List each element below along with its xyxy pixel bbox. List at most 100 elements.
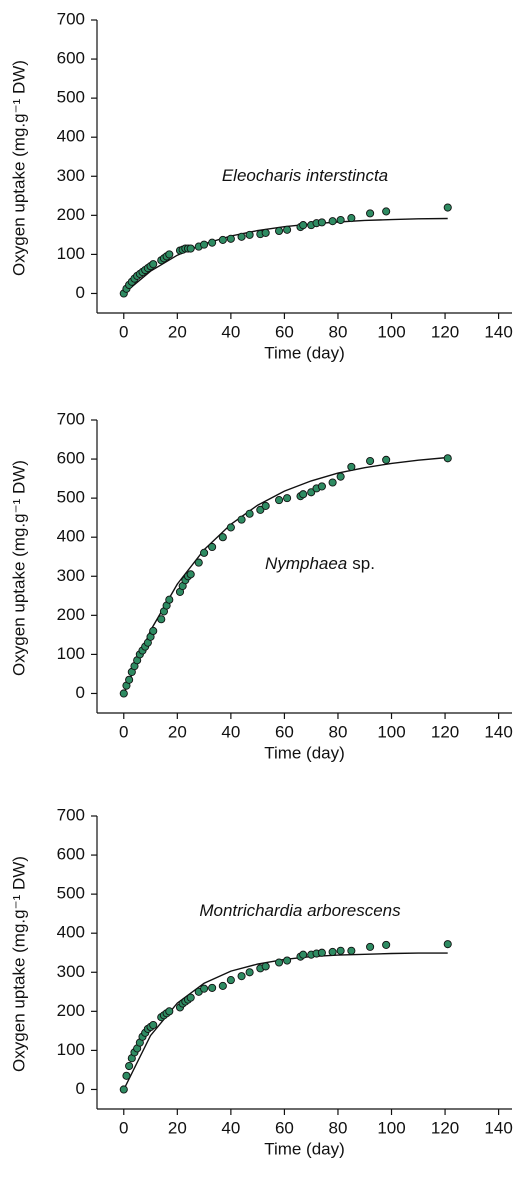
data-point (347, 462, 356, 471)
data-point (237, 972, 246, 981)
data-point (307, 488, 316, 497)
data-point (317, 218, 326, 227)
data-point (256, 505, 265, 514)
annotation-part: Montrichardia arborescens (199, 901, 401, 920)
data-point (157, 615, 166, 624)
fit-line (123, 952, 448, 1090)
y-tick-label: 100 (57, 644, 85, 663)
x-tick-label: 80 (329, 1118, 348, 1137)
x-tick-label: 60 (275, 722, 294, 741)
y-tick-label: 200 (57, 205, 85, 224)
annotation: Montrichardia arborescens (199, 901, 401, 920)
data-point (283, 956, 292, 965)
data-point (186, 993, 195, 1002)
x-tick-label: 20 (168, 1118, 187, 1137)
annotation-part: Nymphaea (265, 554, 347, 573)
x-tick-label: 40 (221, 322, 240, 341)
data-point (237, 232, 246, 241)
x-tick-label: 100 (377, 722, 405, 741)
chart-panel: 0 100 200 300 400 500 600 700 0 20 40 60 80 100 120 140… (9, 409, 512, 762)
data-point (261, 228, 270, 237)
x-tick-label: 80 (329, 722, 348, 741)
data-point (245, 968, 254, 977)
data-point (443, 940, 452, 949)
y-tick-label: 500 (57, 884, 85, 903)
y-axis-label: Oxygen uptake (mg.g⁻¹ DW) (9, 856, 28, 1072)
y-tick-label: 700 (57, 9, 85, 28)
y-tick-label: 300 (57, 566, 85, 585)
data-point (165, 1007, 174, 1016)
y-tick-label: 0 (76, 283, 85, 302)
y-tick-label: 400 (57, 127, 85, 146)
y-axis-label: Oxygen uptake (mg.g⁻¹ DW) (9, 460, 28, 676)
data-point (275, 226, 284, 236)
data-point (328, 478, 337, 487)
data-point (119, 1085, 128, 1094)
chart-panel: 0 100 200 300 400 500 600 700 0 20 40 60 80 100 120 140… (9, 805, 512, 1158)
data-point (194, 558, 203, 567)
data-point (347, 214, 356, 223)
data-point (366, 456, 375, 466)
x-axis-label: Time (day) (264, 1139, 345, 1158)
data-point (245, 230, 254, 239)
data-point (226, 523, 235, 532)
data-point (245, 509, 254, 518)
x-axis-label: Time (day) (264, 743, 345, 762)
data-point (149, 1020, 158, 1030)
x-tick-label: 140 (484, 322, 512, 341)
y-tick-label: 200 (57, 1001, 85, 1020)
data-point (382, 207, 391, 216)
data-point (165, 595, 174, 604)
y-tick-label: 600 (57, 449, 85, 468)
x-tick-label: 20 (168, 722, 187, 741)
data-point (336, 946, 345, 955)
y-axis-label: Oxygen uptake (mg.g⁻¹ DW) (9, 60, 28, 276)
y-tick-label: 100 (57, 244, 85, 263)
x-tick-label: 40 (221, 722, 240, 741)
x-tick-label: 140 (484, 722, 512, 741)
data-point (237, 515, 246, 524)
x-tick-label: 0 (119, 1118, 128, 1137)
y-tick-label: 400 (57, 923, 85, 942)
data-point (119, 689, 128, 698)
annotation-part: Eleocharis interstincta (222, 166, 388, 185)
data-point (328, 947, 337, 957)
fit-line (123, 217, 448, 295)
y-tick-label: 500 (57, 488, 85, 507)
data-point (347, 946, 356, 955)
y-tick-label: 300 (57, 962, 85, 981)
data-point (336, 472, 345, 481)
data-point (186, 244, 195, 253)
annotation-part: sp. (352, 554, 375, 573)
y-tick-label: 0 (76, 1079, 85, 1098)
x-tick-label: 0 (119, 722, 128, 741)
data-point (443, 203, 452, 212)
data-point (218, 533, 227, 542)
data-point (200, 548, 209, 557)
data-point (443, 454, 452, 463)
data-point (149, 626, 158, 636)
x-tick-label: 100 (377, 322, 405, 341)
y-tick-label: 200 (57, 605, 85, 624)
data-point (208, 542, 217, 552)
data-point (382, 940, 391, 949)
y-tick-label: 500 (57, 88, 85, 107)
data-point (275, 958, 284, 967)
annotation: Eleocharis interstincta (222, 166, 388, 185)
data-point (218, 981, 227, 990)
data-point (299, 221, 308, 230)
data-point (299, 490, 308, 499)
chart-panel: 0 100 200 300 400 500 600 700 0 20 40 60 80 100 120 140… (9, 9, 512, 362)
data-point (226, 976, 235, 985)
x-tick-label: 120 (431, 1118, 459, 1137)
data-point (208, 238, 217, 247)
data-point (317, 948, 326, 957)
data-point (186, 570, 195, 579)
data-point (299, 950, 308, 959)
fit-line (123, 456, 448, 694)
x-tick-label: 120 (431, 722, 459, 741)
data-point (149, 260, 158, 269)
x-tick-label: 60 (275, 322, 294, 341)
